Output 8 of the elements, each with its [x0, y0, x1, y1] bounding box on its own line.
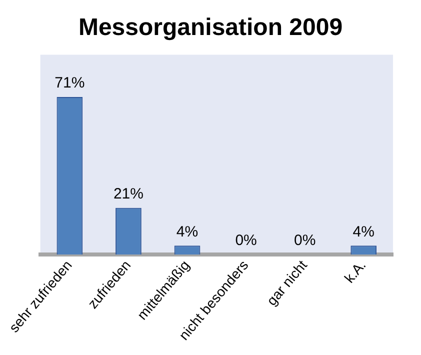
data-label: 21% — [113, 186, 144, 203]
x-tick-label: k.A. — [341, 257, 369, 286]
data-label: 71% — [54, 74, 85, 92]
data-label: 0% — [235, 232, 257, 250]
data-label: 4% — [176, 223, 198, 240]
data-label: 0% — [294, 232, 316, 250]
data-label: 4% — [352, 223, 374, 240]
chart-title: Messorganisation 2009 — [78, 14, 343, 42]
